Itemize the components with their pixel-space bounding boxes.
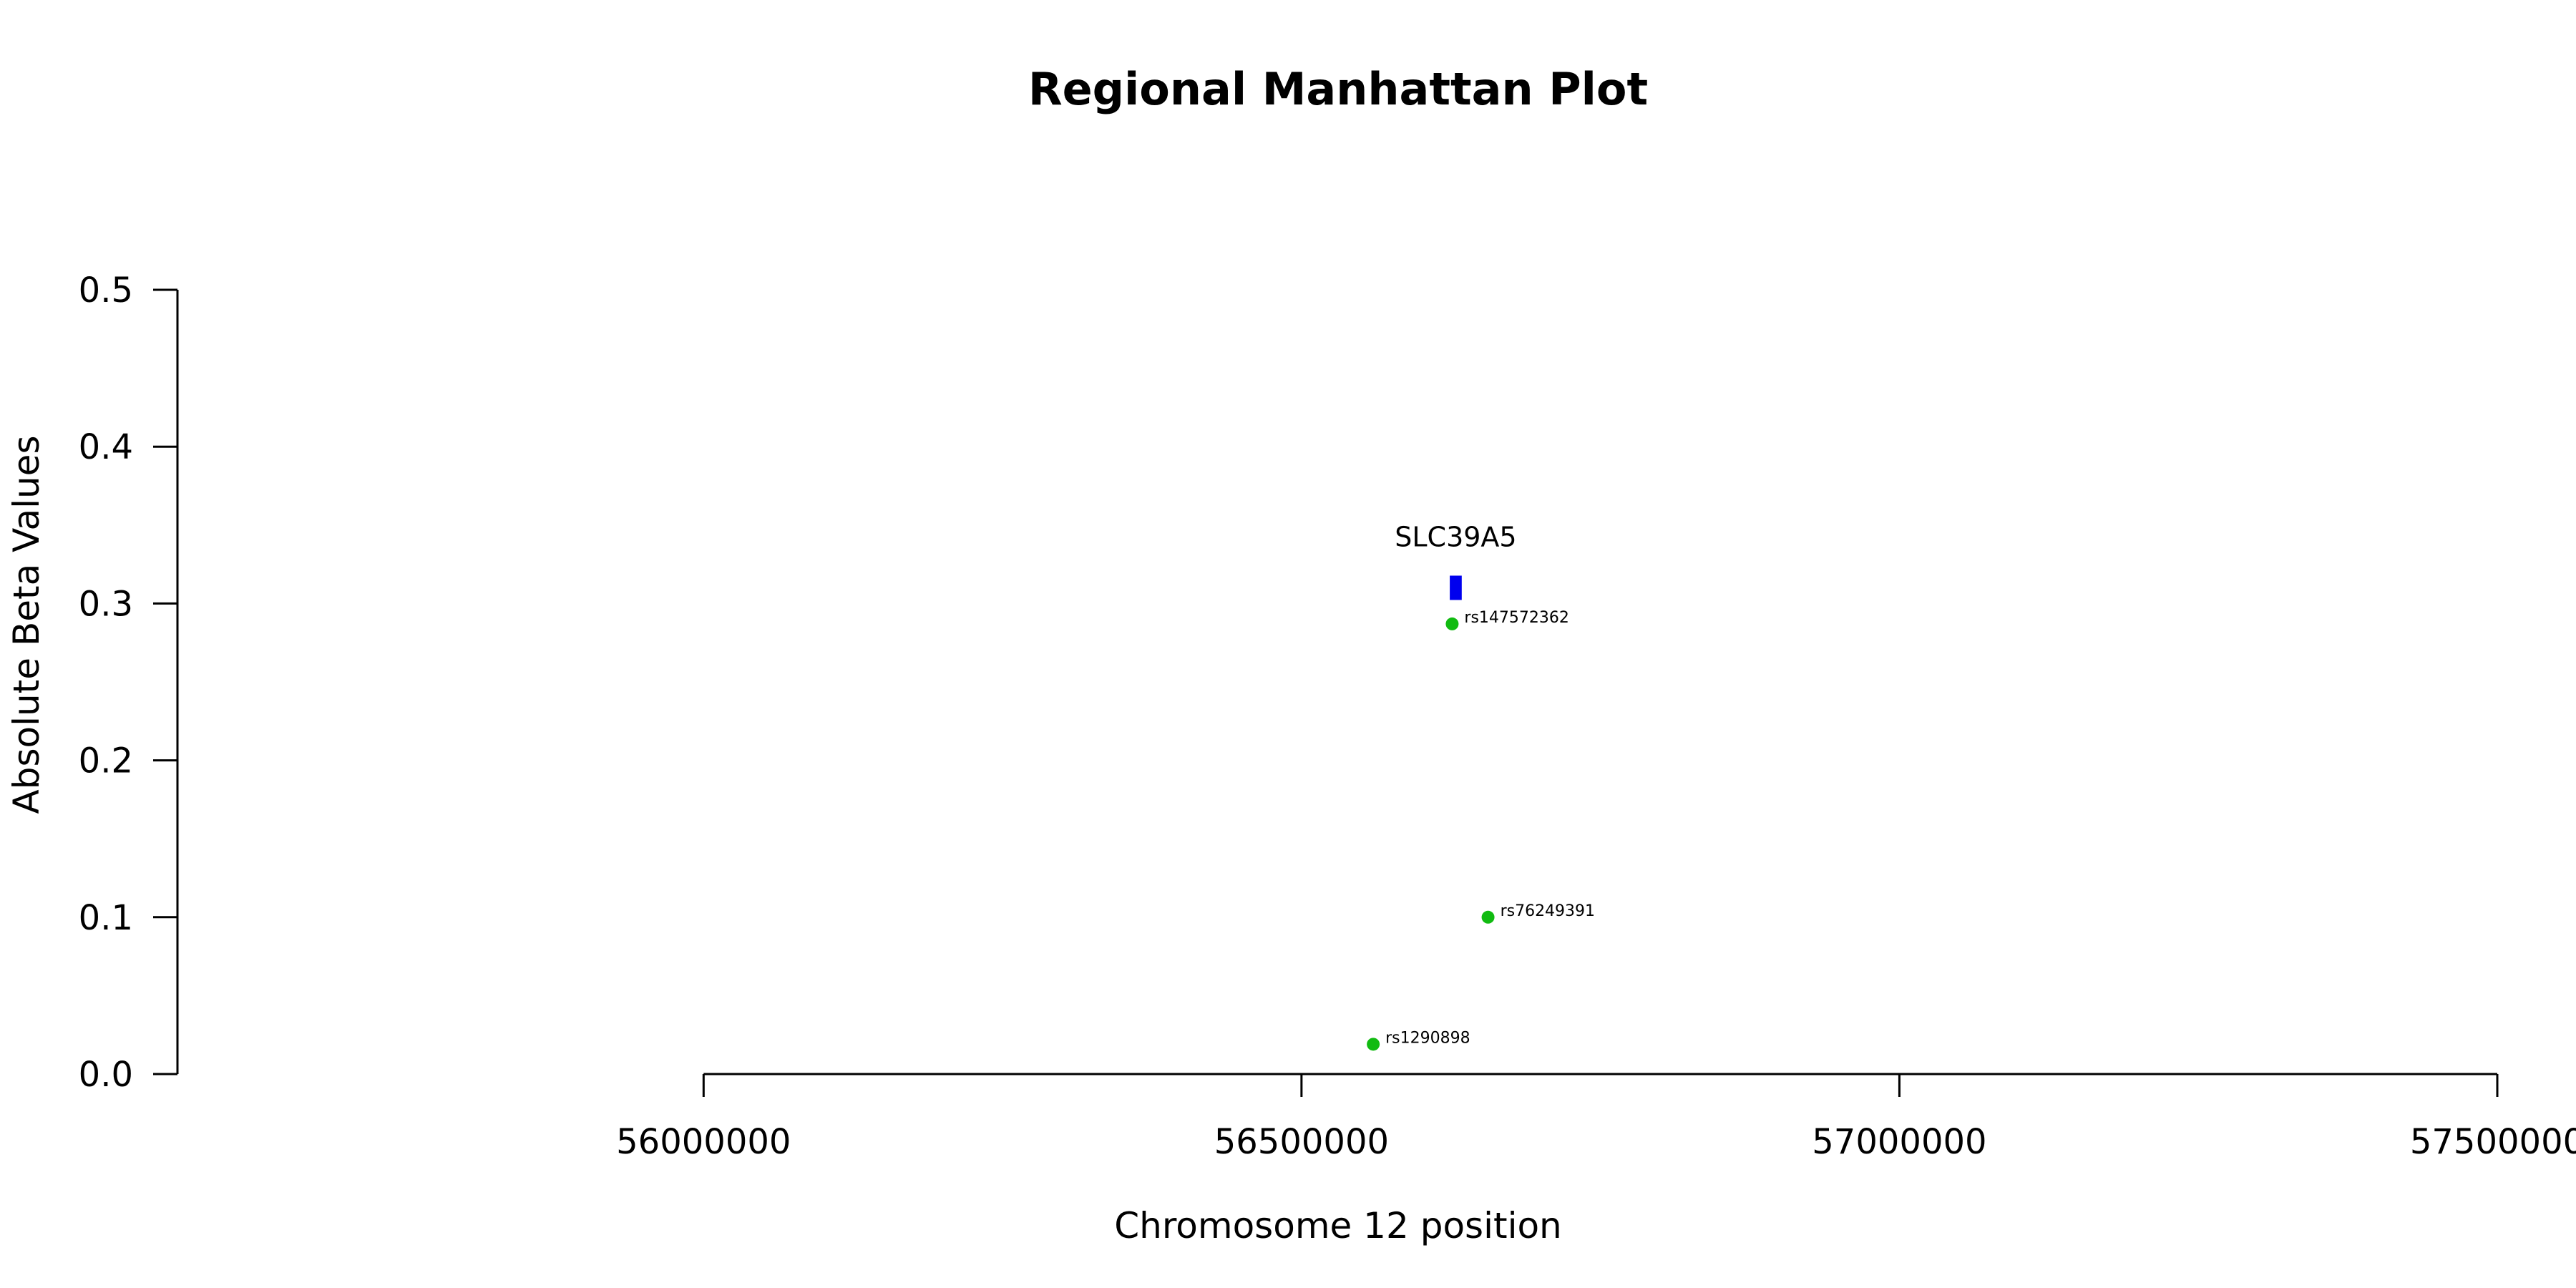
x-tick-label: 57000000: [1812, 1122, 1986, 1162]
x-axis-title: Chromosome 12 position: [1114, 1205, 1562, 1246]
x-tick-label: 57500000: [2410, 1122, 2576, 1162]
snp-label: rs76249391: [1501, 902, 1595, 920]
gene-bar: [1450, 575, 1462, 600]
gene-track: SLC39A5: [1395, 521, 1517, 600]
y-tick-label: 0.4: [79, 427, 133, 467]
snp-point: [1481, 910, 1495, 924]
y-tick-label: 0.1: [79, 898, 133, 938]
y-tick-label: 0.2: [79, 741, 133, 781]
y-tick-label: 0.3: [79, 584, 133, 624]
gene-label: SLC39A5: [1395, 521, 1516, 552]
snp-point: [1367, 1038, 1380, 1051]
snp-points: rs147572362 rs76249391 rs1290898: [1367, 609, 1595, 1051]
snp-point: [1445, 617, 1459, 630]
snp-label: rs147572362: [1464, 609, 1568, 627]
x-tick-label: 56000000: [616, 1122, 791, 1162]
snp-label: rs1290898: [1385, 1029, 1470, 1047]
x-axis-ticks: 56000000 56500000 57000000 57500000: [616, 1074, 2576, 1162]
y-tick-label: 0.5: [79, 270, 133, 311]
chart-title: Regional Manhattan Plot: [1028, 63, 1648, 115]
y-axis-ticks: 0.0 0.1 0.2 0.3 0.4 0.5: [79, 270, 177, 1095]
y-tick-label: 0.0: [79, 1055, 133, 1095]
x-tick-label: 56500000: [1214, 1122, 1389, 1162]
y-axis-title: Absolute Beta Values: [6, 436, 47, 814]
